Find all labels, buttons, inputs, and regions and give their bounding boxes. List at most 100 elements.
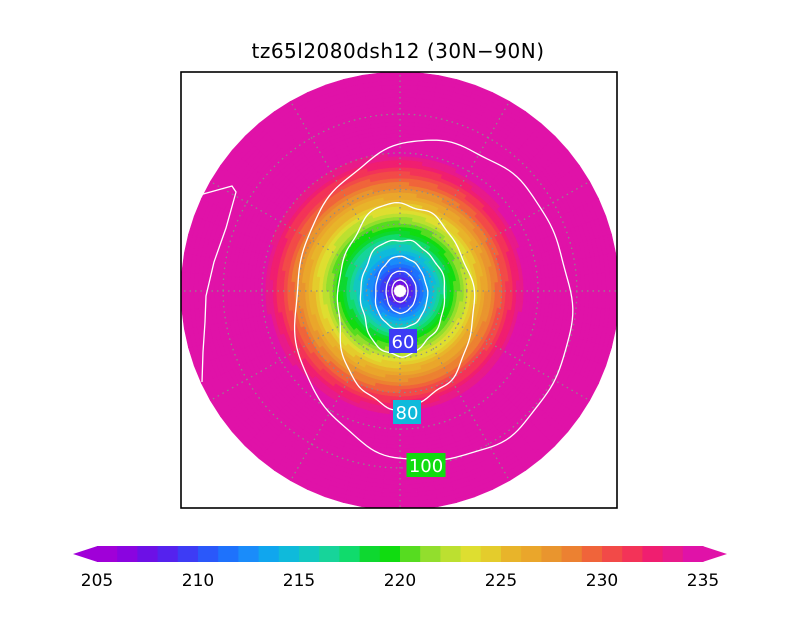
colorbar-swatch xyxy=(319,546,340,562)
colorbar-swatch xyxy=(581,546,603,562)
chart-title: tz65l2080dsh12 (30N−90N) xyxy=(251,39,544,63)
contour-label: 60 xyxy=(392,332,415,353)
field-cell xyxy=(392,210,401,215)
colorbar-swatch xyxy=(97,546,118,562)
colorbar-tick-label: 210 xyxy=(182,571,214,591)
field-cell xyxy=(476,290,481,299)
field-cell xyxy=(393,360,401,366)
colorbar-tick-label: 205 xyxy=(81,571,113,591)
field-cell xyxy=(399,360,407,366)
field-cell xyxy=(395,244,401,249)
colorbar-swatch xyxy=(642,546,664,562)
field-cell xyxy=(349,290,354,296)
field-cell xyxy=(339,285,344,292)
colorbar-swatch xyxy=(258,546,280,562)
field-cell xyxy=(353,286,358,292)
field-cell xyxy=(394,227,401,232)
field-cell xyxy=(399,206,408,211)
colorbar-swatch xyxy=(238,546,260,562)
colorbar-swatch xyxy=(339,546,361,562)
contour-label: 100 xyxy=(409,456,443,477)
colorbar-swatch xyxy=(198,546,219,562)
colorbar-swatch xyxy=(157,546,179,562)
field-cell xyxy=(399,230,406,235)
field-cell xyxy=(392,371,401,376)
field-cell xyxy=(392,367,401,372)
field-cell xyxy=(399,210,408,215)
colorbar-swatch xyxy=(299,546,320,562)
field-cell xyxy=(356,286,361,292)
field-cell xyxy=(392,213,401,218)
field-cell xyxy=(393,216,401,222)
field-cell xyxy=(480,283,485,292)
colorbar-swatch xyxy=(379,546,401,562)
field-cell xyxy=(315,290,320,299)
colorbar-swatch xyxy=(359,546,381,562)
field-cell xyxy=(346,286,351,292)
temperature-field xyxy=(181,72,617,508)
field-cell xyxy=(346,290,351,296)
field-cell xyxy=(342,290,348,297)
field-cell xyxy=(399,364,408,369)
field-cell xyxy=(392,206,401,211)
field-cell xyxy=(394,230,401,235)
field-cell xyxy=(322,290,327,299)
field-cell xyxy=(394,233,401,239)
field-cell xyxy=(452,285,458,292)
field-cell xyxy=(325,284,331,292)
field-cell xyxy=(399,313,403,318)
field-cell xyxy=(469,290,475,298)
pole-marker xyxy=(394,285,406,297)
colorbar-swatch xyxy=(218,546,239,562)
field-cell xyxy=(353,290,358,296)
field-cell xyxy=(339,290,344,297)
colorbar-min-arrow xyxy=(73,546,98,562)
field-cell xyxy=(399,216,407,222)
colorbar-swatch xyxy=(460,546,482,562)
colorbar-swatch xyxy=(480,546,502,562)
colorbar-swatch xyxy=(420,546,441,562)
field-cell xyxy=(422,288,427,292)
colorbar-tick-label: 230 xyxy=(586,571,618,591)
field-cell xyxy=(429,287,434,292)
field-cell xyxy=(456,285,461,292)
colorbar-swatch xyxy=(117,546,138,562)
field-cell xyxy=(349,286,354,292)
field-cell xyxy=(399,367,408,372)
field-cell xyxy=(439,286,444,292)
colorbar-swatch xyxy=(177,546,199,562)
colorbar-swatch xyxy=(682,546,704,562)
colorbar: 205 210 215 220 225 230 235 xyxy=(73,546,727,591)
colorbar-tick-label: 215 xyxy=(283,571,315,591)
colorbar-swatch xyxy=(278,546,300,562)
field-cell xyxy=(366,290,371,295)
colorbar-swatch xyxy=(622,546,643,562)
colorbar-tick-label: 225 xyxy=(485,571,517,591)
field-cell xyxy=(315,283,320,292)
field-cell xyxy=(395,247,401,252)
field-cell xyxy=(456,290,461,297)
field-cell xyxy=(459,290,464,297)
field-cell xyxy=(319,283,324,292)
colorbar-tick-label: 220 xyxy=(384,571,416,591)
field-cell xyxy=(325,290,331,298)
field-cell xyxy=(322,283,327,292)
field-cell xyxy=(439,290,444,296)
field-cell xyxy=(399,244,405,249)
colorbar-swatch xyxy=(400,546,421,562)
field-cell xyxy=(399,213,408,218)
field-cell xyxy=(459,285,464,292)
colorbar-swatch xyxy=(137,546,159,562)
field-cell xyxy=(449,286,454,292)
colorbar-swatch xyxy=(602,546,623,562)
colorbar-swatch xyxy=(440,546,462,562)
field-cell xyxy=(399,227,406,232)
field-cell xyxy=(399,371,408,376)
field-cell xyxy=(356,290,361,296)
field-cell xyxy=(452,290,458,297)
field-cell xyxy=(476,283,481,292)
field-cell xyxy=(399,233,406,239)
contour-label: 80 xyxy=(396,403,419,424)
field-cell xyxy=(397,264,401,269)
